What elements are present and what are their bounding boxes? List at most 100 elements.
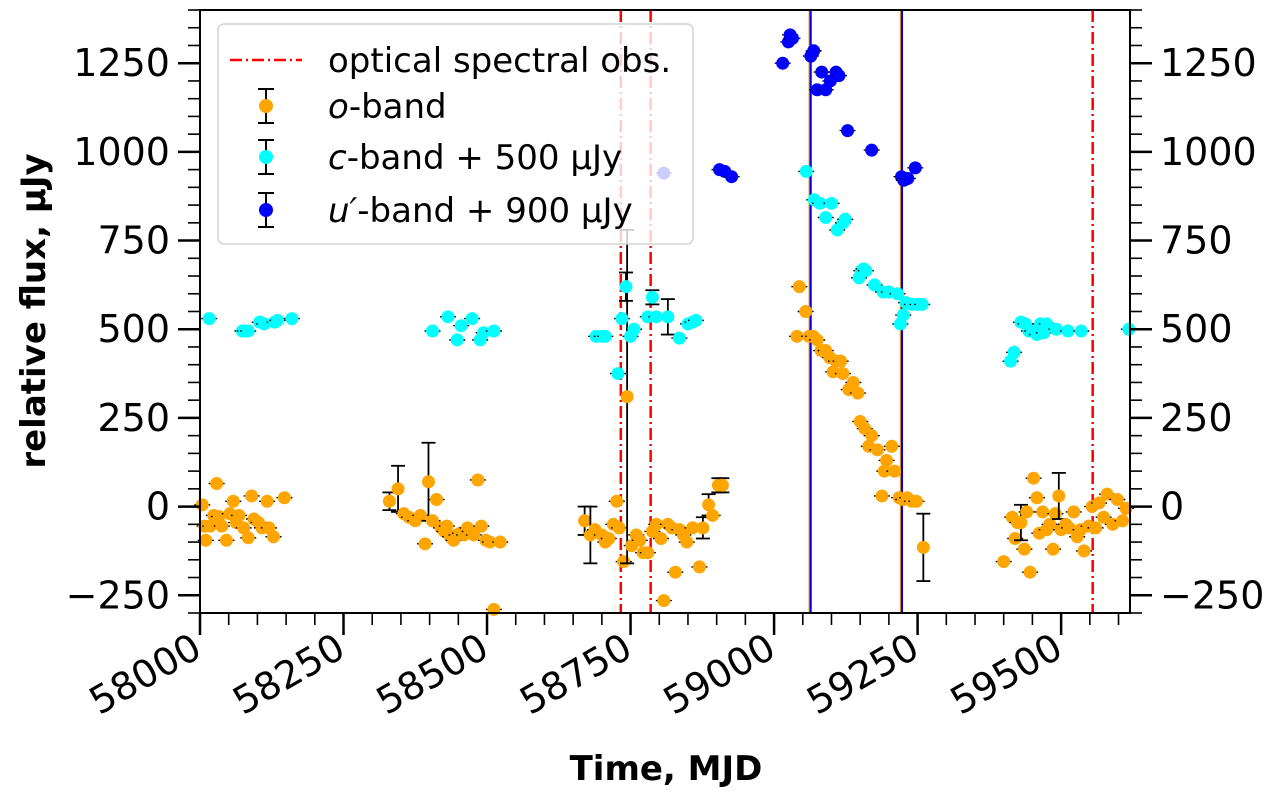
point-o-23 [382,491,397,512]
point-c-28 [660,298,675,336]
point-o-15 [243,489,260,503]
point-o-0 [194,498,211,512]
point-o-12 [231,508,248,522]
point-o-45 [473,519,490,533]
point-u-15 [830,69,847,83]
point-u-7 [784,31,801,45]
point-o-75 [678,535,695,549]
data-series [194,28,1137,616]
legend-c-label: c-band + 500 μJy [328,138,622,178]
legend-spec-label: optical spectral obs. [328,41,671,81]
point-c-45 [866,278,883,292]
point-o-97 [845,375,862,389]
point-o-49 [492,535,509,549]
point-o-104 [874,489,890,503]
legend-o-label: o-band [328,87,447,127]
legend-o-marker [258,88,274,124]
point-c-29 [671,331,688,345]
legend-u-label: u′-band + 900 μJy [328,191,633,231]
point-o-19 [259,494,276,508]
point-c-24 [626,322,642,336]
point-o-69 [655,594,672,608]
y-tick-label-right-3: 500 [1160,307,1233,351]
point-o-98 [849,386,866,400]
point-c-67 [1073,324,1090,338]
point-o-106 [878,453,895,467]
y-tick-label-right-1: 0 [1160,485,1184,529]
point-o-21 [265,530,282,544]
point-c-37 [823,196,840,210]
point-c-64 [1038,317,1055,331]
point-o-65 [639,546,656,560]
point-c-50 [895,308,912,322]
y-tick-label-left-4: 750 [97,219,170,263]
point-c-7 [269,313,286,327]
series-o [194,229,1134,616]
point-o-122 [1022,565,1039,579]
point-c-16 [485,324,502,338]
point-o-78 [695,516,710,540]
y-axis-title: relative flux, μJy [14,153,54,468]
point-o-129 [1045,542,1062,556]
point-o-31 [424,514,441,528]
point-o-138 [1076,544,1093,558]
point-o-13 [235,521,252,535]
legend-u-marker [258,192,274,228]
point-o-84 [791,280,808,294]
marker-vertical-lines [808,10,904,613]
point-o-88 [809,333,826,347]
point-o-44 [469,473,486,487]
point-u-4 [774,56,791,70]
point-o-120 [1016,542,1033,556]
x-tick-label-1: 58250 [225,625,352,724]
point-o-77 [691,560,708,574]
point-u-9 [805,44,822,58]
point-o-85 [797,305,814,318]
point-o-126 [1034,505,1051,519]
point-o-32 [428,492,445,506]
point-o-68 [652,532,669,546]
point-o-8 [218,533,235,547]
point-o-14 [240,531,257,545]
point-c-56 [1006,345,1023,359]
y-tick-label-left-3: 500 [97,307,170,351]
point-o-128 [1041,517,1058,531]
y-tick-label-left-5: 1000 [73,130,170,174]
point-o-22 [276,491,293,505]
point-o-121 [1018,505,1035,519]
point-u-17 [863,143,880,157]
point-o-95 [834,367,851,381]
point-o-28 [412,508,429,522]
point-c-36 [817,211,834,225]
point-c-3 [240,324,257,338]
y-tick-label-right-6: 1250 [1160,41,1257,85]
point-c-54 [914,297,931,311]
point-o-60 [620,229,635,565]
point-o-114 [916,512,931,582]
point-o-102 [863,429,880,443]
point-c-22 [618,271,633,302]
x-tick-label-4: 59000 [656,625,783,724]
point-u-16 [839,124,856,138]
y-tick-label-right-0: −250 [1160,573,1264,617]
x-tick-label-5: 59250 [799,625,926,724]
point-c-40 [837,212,854,226]
y-tick-label-right-5: 1000 [1160,130,1257,174]
point-o-107 [883,439,900,453]
point-c-33 [798,164,815,178]
legend-frame [217,23,694,245]
point-o-123 [1025,471,1042,485]
point-o-146 [1109,492,1126,506]
point-o-72 [667,565,684,579]
point-o-141 [1087,521,1104,535]
point-o-43 [465,528,482,542]
point-c-20 [609,367,626,381]
point-o-57 [608,494,625,508]
point-c-48 [889,287,906,301]
point-o-113 [908,494,925,508]
y-tick-label-left-6: 1250 [73,41,170,85]
point-o-147 [1114,514,1131,528]
point-o-7 [213,519,230,533]
point-c-44 [857,264,874,278]
